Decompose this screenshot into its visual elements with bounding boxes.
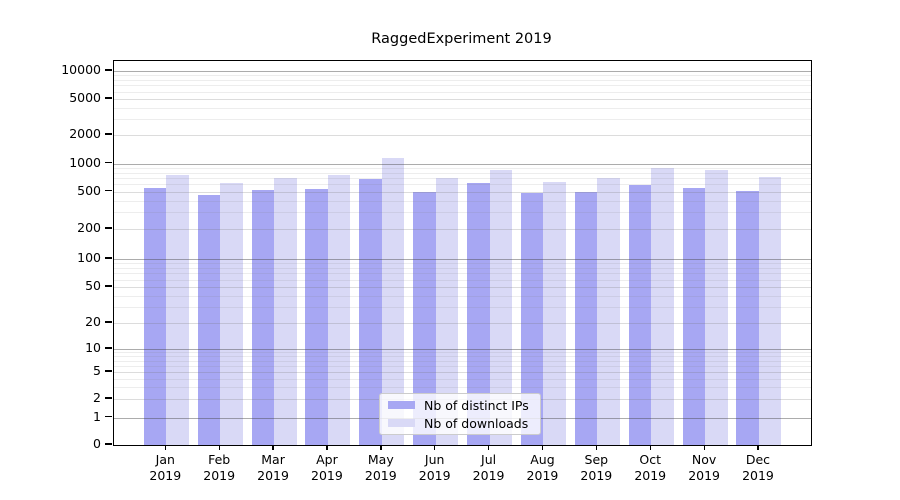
bar-downloads-jan	[166, 175, 189, 445]
y-tick-label: 10	[85, 340, 101, 355]
y-tick-mark	[105, 415, 112, 418]
x-tick-label: Mar 2019	[257, 452, 289, 483]
bar-distinct-ips-sep	[574, 192, 598, 445]
y-tick-label: 2000	[69, 126, 101, 141]
gridline	[114, 99, 811, 100]
y-tick-label: 1	[93, 408, 101, 424]
y-tick-mark	[105, 257, 112, 259]
gridline-minor	[114, 91, 811, 93]
bar-downloads-jun	[435, 177, 459, 445]
x-tick-mark	[218, 445, 220, 450]
legend: Nb of distinct IPs Nb of downloads	[379, 393, 541, 435]
x-tick-label: Sep 2019	[580, 452, 613, 483]
y-tick-label: 500	[77, 182, 101, 198]
legend-label-downloads: Nb of downloads	[424, 415, 529, 431]
x-tick-mark	[541, 445, 544, 450]
x-tick-label: Oct 2019	[634, 452, 667, 483]
bar-downloads-aug	[543, 181, 566, 445]
y-tick-label: 5000	[69, 90, 101, 105]
x-tick-mark	[164, 445, 166, 450]
y-tick-mark	[105, 443, 112, 445]
y-tick-label: 1000	[69, 154, 101, 170]
legend-item-distinct-ips: Nb of distinct IPs	[388, 398, 532, 413]
gridline-minor	[114, 75, 811, 77]
y-tick-mark	[105, 189, 112, 192]
legend-swatch-distinct-ips	[388, 400, 415, 410]
bar-downloads-oct	[651, 168, 674, 445]
bar-distinct-ips-dec	[736, 191, 759, 445]
y-tick-mark	[105, 285, 112, 287]
bar-distinct-ips-jul	[467, 183, 490, 445]
gridline-minor	[114, 167, 811, 169]
bar-downloads-mar	[274, 178, 297, 445]
bar-downloads-apr	[327, 174, 351, 445]
gridline-major	[114, 163, 811, 165]
x-tick-mark	[595, 445, 598, 450]
x-tick-label: Feb 2019	[203, 452, 236, 483]
x-tick-label: Jul 2019	[472, 452, 505, 483]
x-tick-mark	[757, 445, 759, 450]
y-tick-mark	[105, 69, 112, 71]
y-tick-mark	[105, 347, 112, 349]
bar-distinct-ips-jan	[143, 187, 167, 445]
legend-item-downloads: Nb of downloads	[388, 416, 532, 431]
x-tick-mark	[272, 445, 274, 450]
bar-downloads-may	[381, 158, 405, 445]
gridline	[114, 135, 811, 136]
bar-downloads-jul	[489, 169, 513, 445]
bar-distinct-ips-nov	[682, 188, 706, 445]
x-tick-label: Nov 2019	[688, 452, 720, 483]
x-tick-mark	[326, 445, 328, 450]
bar-distinct-ips-aug	[520, 193, 544, 445]
y-tick-mark	[105, 227, 112, 229]
bar-distinct-ips-jun	[413, 191, 436, 445]
x-tick-label: Apr 2019	[311, 452, 343, 483]
x-tick-mark	[434, 445, 436, 450]
y-tick-mark	[105, 97, 112, 99]
gridline-minor	[114, 107, 811, 109]
y-tick-mark	[105, 370, 112, 372]
x-tick-label: Aug 2019	[526, 452, 559, 483]
y-tick-label: 200	[77, 220, 101, 235]
x-tick-label: May 2019	[364, 452, 397, 483]
y-tick-mark	[105, 133, 112, 135]
y-tick-label: 50	[85, 278, 101, 293]
bar-distinct-ips-oct	[628, 184, 652, 445]
bar-downloads-nov	[705, 169, 728, 445]
gridline-minor	[114, 80, 811, 81]
y-tick-label: 0	[93, 436, 101, 451]
y-tick-label: 2	[93, 390, 101, 405]
x-tick-label: Jun 2019	[418, 452, 451, 483]
bar-downloads-feb	[220, 182, 243, 445]
y-tick-mark	[105, 161, 112, 164]
x-tick-mark	[649, 445, 651, 450]
bar-distinct-ips-mar	[251, 190, 275, 445]
bar-downloads-dec	[758, 177, 782, 445]
y-tick-label: 5	[93, 363, 101, 378]
chart-title: RaggedExperiment 2019	[371, 31, 552, 47]
x-tick-label: Jan 2019	[149, 452, 182, 483]
gridline-minor	[114, 119, 811, 121]
y-tick-label: 10000	[61, 62, 101, 77]
bar-distinct-ips-may	[359, 179, 382, 445]
x-tick-mark	[703, 445, 705, 450]
y-tick-mark	[105, 397, 112, 399]
gridline-major	[114, 71, 811, 72]
legend-label-distinct-ips: Nb of distinct IPs	[424, 397, 529, 413]
y-tick-mark	[105, 321, 112, 323]
bar-downloads-sep	[597, 178, 620, 445]
legend-swatch-downloads	[388, 418, 415, 428]
x-tick-mark	[487, 445, 490, 450]
y-tick-label: 20	[85, 314, 101, 329]
plot-area	[113, 60, 812, 446]
bar-distinct-ips-feb	[197, 195, 221, 445]
bar-distinct-ips-apr	[305, 189, 328, 445]
y-tick-label: 100	[77, 250, 101, 265]
gridline-minor	[114, 85, 811, 87]
x-tick-label: Dec 2019	[742, 452, 774, 483]
x-tick-mark	[380, 445, 382, 450]
